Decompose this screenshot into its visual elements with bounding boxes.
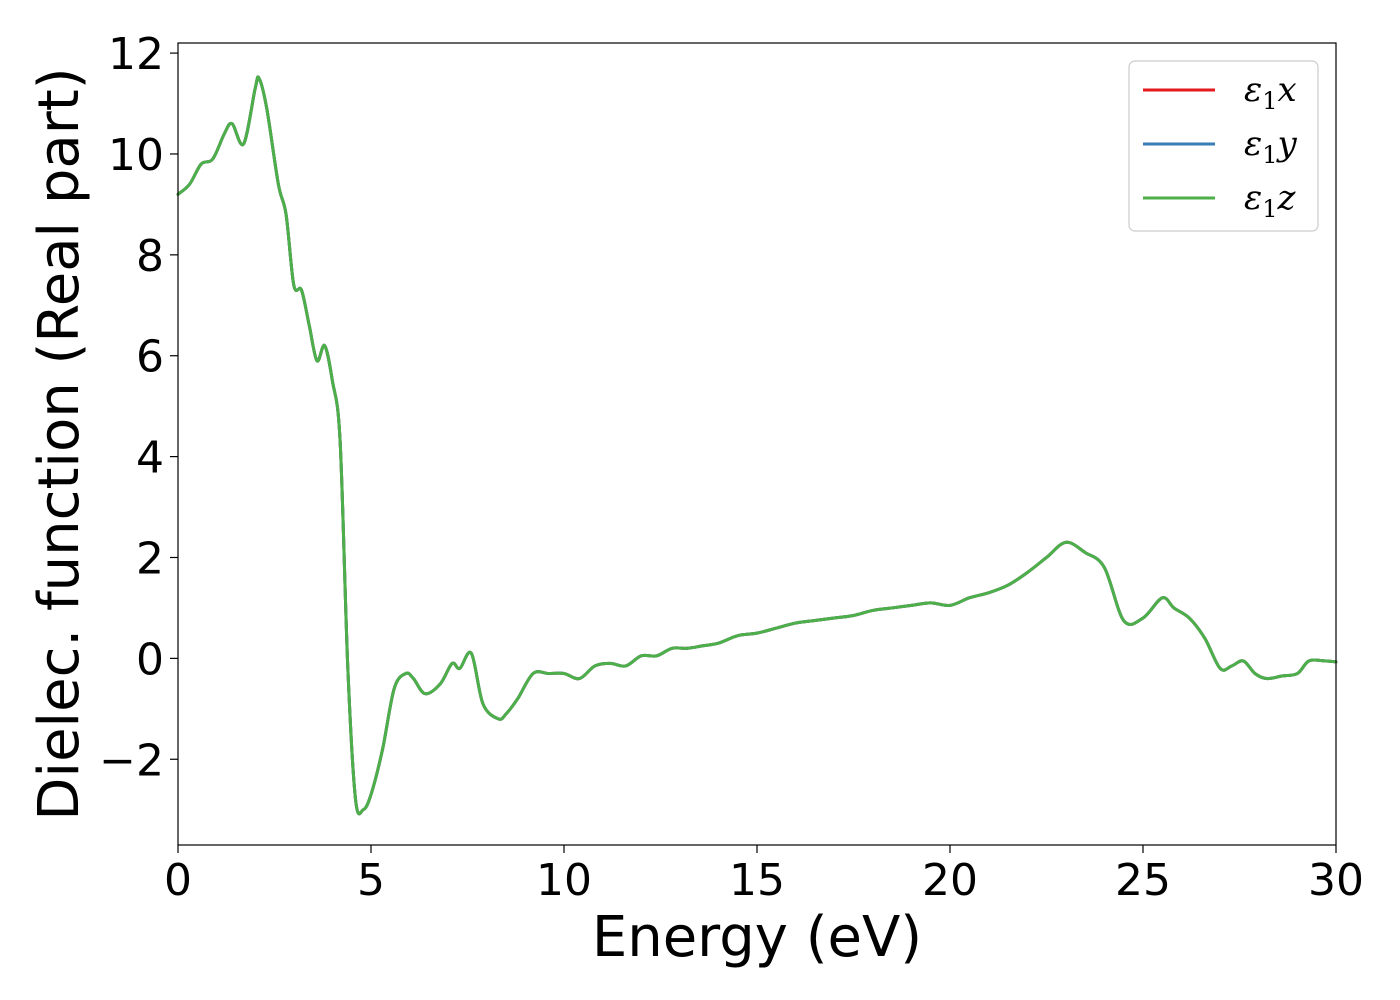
legend: ε1x ε1y ε1z bbox=[1128, 60, 1319, 232]
x-axis-title: Energy (eV) bbox=[592, 905, 922, 970]
x-tick-label: 20 bbox=[922, 855, 978, 906]
y-tick-label: −2 bbox=[99, 735, 164, 786]
series-layer bbox=[176, 75, 1338, 816]
x-tick-label: 5 bbox=[357, 855, 385, 906]
x-tick-label: 0 bbox=[164, 855, 192, 906]
legend-label-2: ε1z bbox=[1244, 178, 1297, 223]
y-tick-label: 12 bbox=[108, 29, 164, 80]
y-tick-label: 0 bbox=[136, 634, 164, 685]
x-tick-label: 25 bbox=[1115, 855, 1171, 906]
legend-frame bbox=[1128, 60, 1319, 232]
x-tick-label: 10 bbox=[536, 855, 592, 906]
y-tick-label: 2 bbox=[136, 533, 164, 584]
x-axis: 0 5 10 15 20 25 30 bbox=[164, 845, 1364, 906]
legend-label-1: ε1y bbox=[1244, 124, 1298, 169]
y-tick-label: 6 bbox=[136, 332, 164, 383]
x-tick-label: 15 bbox=[729, 855, 785, 906]
y-tick-label: 4 bbox=[136, 433, 164, 484]
x-tick-label: 30 bbox=[1308, 855, 1364, 906]
legend-label-0: ε1x bbox=[1244, 70, 1297, 115]
y-tick-label: 10 bbox=[108, 130, 164, 181]
y-tick-label: 8 bbox=[136, 231, 164, 282]
y-axis: −2 0 2 4 6 8 10 12 bbox=[99, 29, 178, 786]
y-axis-title: Dielec. function (Real part) bbox=[27, 67, 92, 820]
series-line-2 bbox=[176, 75, 1338, 816]
